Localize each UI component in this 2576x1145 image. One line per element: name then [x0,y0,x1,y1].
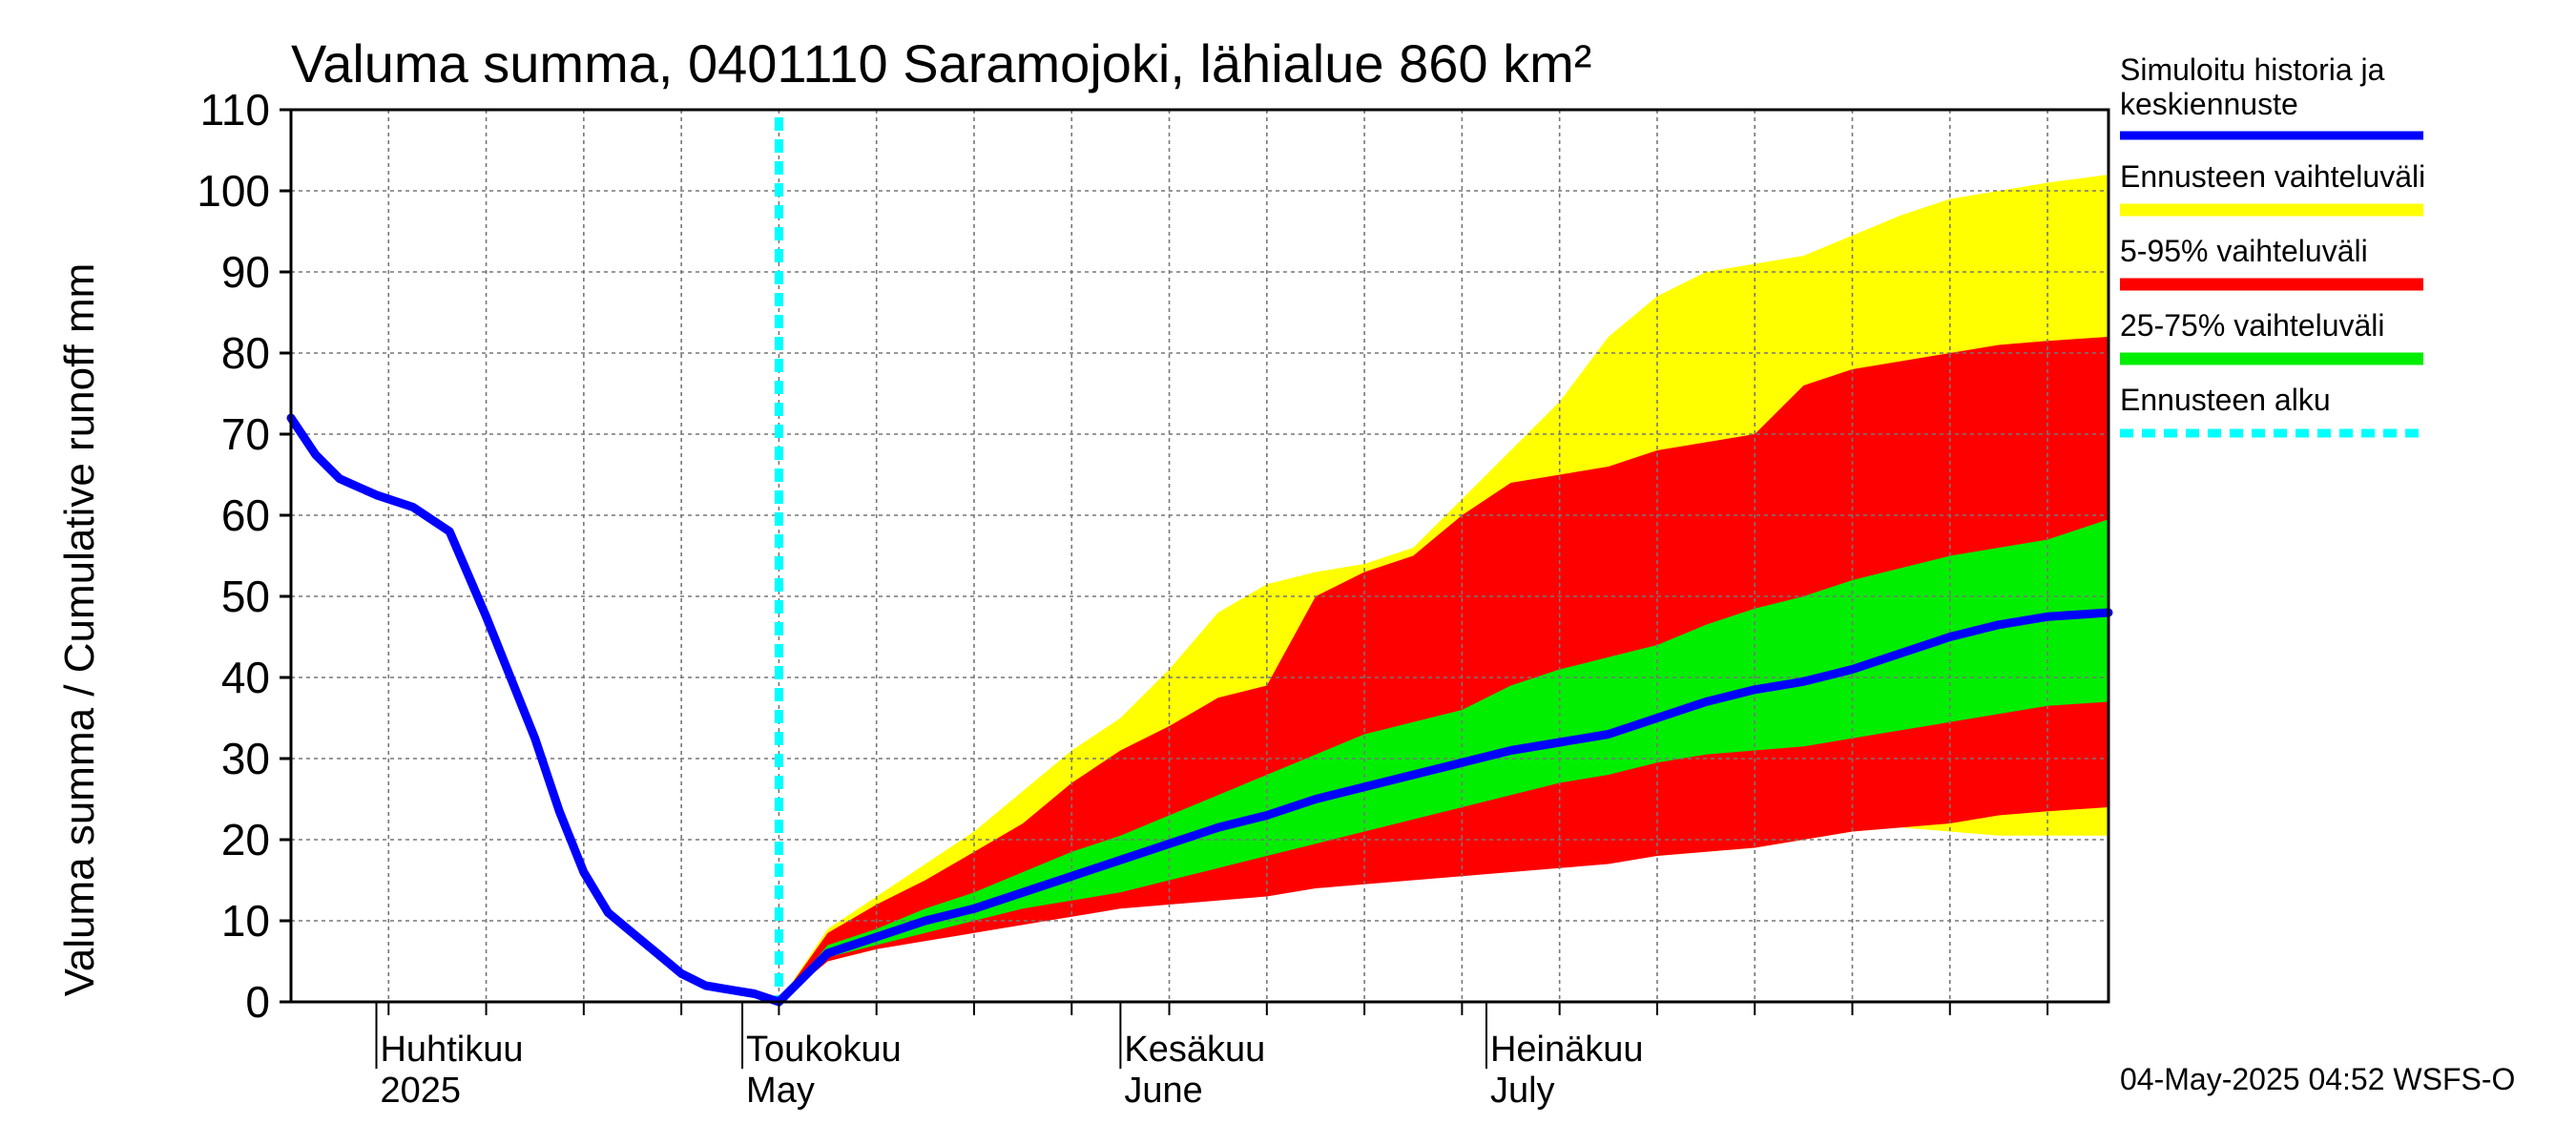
y-tick-label: 70 [221,409,270,459]
y-tick-label: 10 [221,896,270,946]
month-label-en: 2025 [380,1071,461,1111]
y-tick-label: 60 [221,490,270,540]
legend-label: keskiennuste [2120,87,2298,121]
y-tick-label: 110 [200,85,270,135]
band-25-75 [779,519,2109,1002]
series-lines [286,117,2113,1007]
footer-timestamp: 04-May-2025 04:52 WSFS-O [2120,1062,2515,1096]
y-tick-label: 40 [221,653,270,702]
legend-label: Ennusteen alku [2120,383,2331,417]
x-ticks [375,1002,2049,1069]
y-tick-label: 20 [221,815,270,864]
month-label-en: May [746,1071,815,1111]
month-label-fi: Toukokuu [746,1030,902,1070]
y-tick-label: 50 [221,572,270,621]
y-ticks: 0 10 20 30 40 50 60 70 80 90 100 110 [197,85,291,1027]
legend-label: Simuloitu historia ja [2120,52,2385,87]
forecast-bands [779,175,2109,1002]
y-tick-label: 80 [221,328,270,378]
y-tick-label: 30 [221,734,270,783]
month-label-en: July [1490,1071,1555,1111]
y-tick-label: 100 [197,166,270,216]
chart-title: Valuma summa, 0401110 Saramojoki, lähial… [291,33,1591,94]
legend-label: 5-95% vaihteluväli [2120,234,2368,268]
month-label-fi: Huhtikuu [380,1030,523,1070]
month-label-fi: Kesäkuu [1124,1030,1265,1070]
y-tick-label: 90 [221,247,270,297]
month-label-en: June [1124,1071,1202,1111]
legend-label: Ennusteen vaihteluväli [2120,159,2425,194]
y-axis-label: Valuma summa / Cumulative runoff mm [56,263,103,997]
band-5-95 [779,337,2109,1002]
grid-lines [291,110,2109,1002]
runoff-line [286,413,2113,1007]
legend-label: 25-75% vaihteluväli [2120,308,2385,343]
y-tick-label: 0 [245,977,270,1027]
plot-frame [289,108,2110,1004]
month-label-fi: Heinäkuu [1490,1030,1644,1070]
